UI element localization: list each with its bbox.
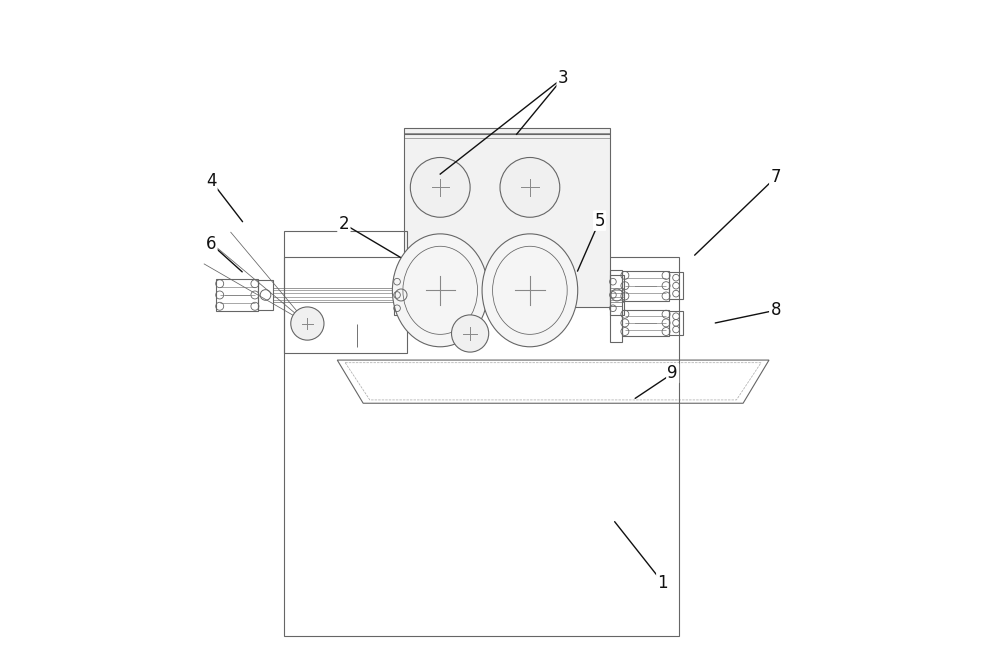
Bar bbox=[216, 279, 258, 311]
Bar bbox=[404, 127, 610, 307]
Text: 6: 6 bbox=[206, 235, 216, 253]
Bar bbox=[258, 280, 273, 309]
Bar bbox=[394, 275, 408, 315]
Circle shape bbox=[452, 315, 489, 352]
Bar bbox=[284, 257, 679, 636]
Bar bbox=[610, 275, 624, 315]
Text: 5: 5 bbox=[594, 211, 605, 229]
Text: 1: 1 bbox=[657, 574, 668, 592]
Ellipse shape bbox=[482, 234, 578, 347]
Bar bbox=[622, 271, 669, 301]
Text: 4: 4 bbox=[206, 171, 216, 189]
Circle shape bbox=[500, 157, 560, 217]
Bar bbox=[284, 231, 407, 354]
Text: 2: 2 bbox=[339, 215, 349, 233]
Ellipse shape bbox=[493, 246, 567, 334]
Text: 8: 8 bbox=[770, 301, 781, 319]
Circle shape bbox=[410, 157, 470, 217]
Text: 3: 3 bbox=[558, 69, 568, 87]
Ellipse shape bbox=[392, 234, 488, 347]
Bar bbox=[669, 311, 683, 335]
Text: 9: 9 bbox=[667, 364, 678, 382]
Text: 7: 7 bbox=[770, 168, 781, 186]
Bar bbox=[622, 309, 669, 336]
Circle shape bbox=[291, 307, 324, 340]
Ellipse shape bbox=[403, 246, 478, 334]
Bar bbox=[669, 272, 683, 299]
Bar bbox=[610, 270, 622, 342]
